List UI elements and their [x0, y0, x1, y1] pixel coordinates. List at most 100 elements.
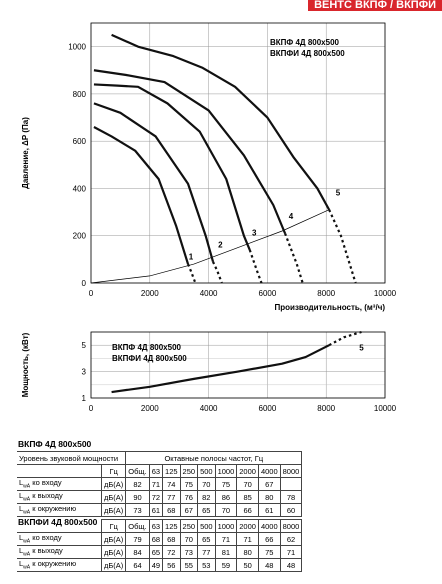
unit-cell: дБ(А): [100, 558, 127, 572]
y-tick-label: 5: [82, 341, 87, 350]
column-header: 63: [148, 464, 164, 478]
row-label: LwA ко входу: [17, 532, 102, 546]
value-cell: 79: [125, 532, 150, 546]
curve-number-label: 5: [359, 343, 364, 352]
y-tick-label: 3: [82, 368, 87, 377]
column-header: Общ.: [125, 464, 150, 478]
value-cell: 50: [236, 558, 259, 572]
curve-number-label: 2: [218, 241, 223, 250]
row-label: LwA к выходу: [17, 545, 102, 559]
column-header: 125: [162, 464, 181, 478]
row-label: LwA к выходу: [17, 490, 102, 504]
column-header: 1000: [214, 519, 238, 533]
value-cell: 77: [162, 490, 181, 504]
value-cell: 65: [197, 532, 216, 546]
y-tick-label: 600: [73, 137, 87, 146]
value-cell: 77: [197, 545, 216, 559]
value-cell: 48: [279, 558, 303, 572]
value-cell: 74: [162, 477, 181, 491]
table-row: LwA к окружению дБ(А) 64 49 56 55 53 59 50 48 48: [17, 558, 303, 572]
plot-frame: [90, 331, 386, 399]
blank-cell: [17, 465, 102, 478]
x-tick-label: 4000: [200, 289, 218, 298]
value-cell: 70: [214, 503, 238, 517]
vkpf-table-title: ВКПФ 4Д 800x500: [18, 439, 92, 449]
curve-5-dashed: [328, 330, 362, 347]
column-header: 500: [197, 464, 216, 478]
column-header: 250: [179, 519, 199, 533]
column-header: 2000: [236, 519, 259, 533]
legend-entry: ВКПФИ 4Д 800x500: [112, 354, 187, 363]
y-tick-label: 200: [73, 232, 87, 241]
table-row: LwA ко входу дБ(А) 82 71 74 75 70 75 70 67: [17, 477, 303, 491]
value-cell: 86: [214, 490, 238, 504]
column-header: 250: [179, 464, 199, 478]
value-cell: 55: [179, 558, 199, 572]
x-tick-label: 8000: [317, 289, 335, 298]
value-cell: 60: [279, 503, 303, 517]
column-header: Общ.: [125, 519, 150, 533]
unit-cell: дБ(А): [100, 503, 127, 517]
value-cell: 72: [162, 545, 181, 559]
value-cell: 56: [162, 558, 181, 572]
curve-4-solid: [93, 69, 287, 234]
column-header: 125: [162, 519, 181, 533]
curve-5-solid: [111, 344, 330, 394]
value-cell: 70: [236, 477, 259, 491]
sound-level-header: Уровень звуковой мощности: [17, 451, 127, 465]
y-tick-label: 0: [82, 279, 87, 288]
value-cell: 71: [236, 532, 259, 546]
legend-entry: ВКПФИ 4Д 800x500: [270, 49, 345, 58]
value-cell: 59: [214, 558, 238, 572]
row-label: LwA к окружению: [17, 558, 102, 572]
value-cell: 71: [279, 545, 303, 559]
value-cell: 82: [197, 490, 216, 504]
y-tick-label: 1: [82, 394, 87, 403]
hz-header: Гц: [100, 464, 127, 478]
y-axis-label: Давление, ΔP (Па): [21, 117, 30, 189]
value-cell: 82: [125, 477, 150, 491]
value-cell: 80: [236, 545, 259, 559]
column-header: 63: [148, 519, 164, 533]
blank-cell: [17, 520, 102, 533]
x-tick-label: 0: [89, 289, 94, 298]
octave-bands-header: Октавные полосы частот, Гц: [125, 451, 303, 465]
table-row: LwA ко входу дБ(А) 79 68 68 70 65 71 71 66 62: [17, 532, 303, 546]
curve-number-label: 4: [289, 212, 294, 221]
legend-entry: ВКПФ 4Д 800x500: [112, 343, 182, 352]
x-tick-label: 8000: [317, 404, 335, 412]
value-cell: 66: [257, 532, 281, 546]
column-header: 8000: [279, 464, 303, 478]
x-axis-label: Производительность, (м³/ч): [275, 303, 386, 312]
curve-2-dashed: [212, 261, 223, 284]
curve-1-solid: [93, 126, 190, 265]
row-label: LwA ко входу: [17, 477, 102, 491]
value-cell: 75: [214, 477, 238, 491]
value-cell: 48: [257, 558, 281, 572]
value-cell: 65: [148, 545, 164, 559]
x-tick-label: 6000: [259, 289, 277, 298]
value-cell: 81: [214, 545, 238, 559]
value-cell: 71: [148, 477, 164, 491]
x-tick-label: 10000: [374, 289, 397, 298]
x-tick-label: 2000: [141, 289, 159, 298]
column-header: 8000: [279, 519, 303, 533]
unit-cell: дБ(А): [100, 532, 127, 546]
curve-3-dashed: [248, 249, 263, 284]
value-cell: 73: [179, 545, 199, 559]
value-cell: 61: [148, 503, 164, 517]
x-tick-label: 2000: [141, 404, 159, 412]
value-cell: 65: [197, 503, 216, 517]
value-cell: 80: [257, 490, 281, 504]
value-cell: 78: [279, 490, 303, 504]
table-row: LwA к окружению дБ(А) 73 61 68 67 65 70 66 61 60: [17, 503, 303, 517]
curve-number-label: 3: [252, 229, 257, 238]
power-chart: 0 2000 4000 6000 8000 10000 1 3 5 5 ВКПФ 4Д 800x50…: [21, 330, 397, 412]
value-cell: 76: [179, 490, 199, 504]
plot-frame: [90, 22, 386, 284]
y-tick-label: 800: [73, 90, 87, 99]
unit-cell: дБ(А): [100, 477, 127, 491]
vkpf-sound-table: Уровень звуковой мощности Октавные полосы…: [17, 451, 303, 517]
value-cell: 71: [214, 532, 238, 546]
value-cell: 68: [148, 532, 164, 546]
